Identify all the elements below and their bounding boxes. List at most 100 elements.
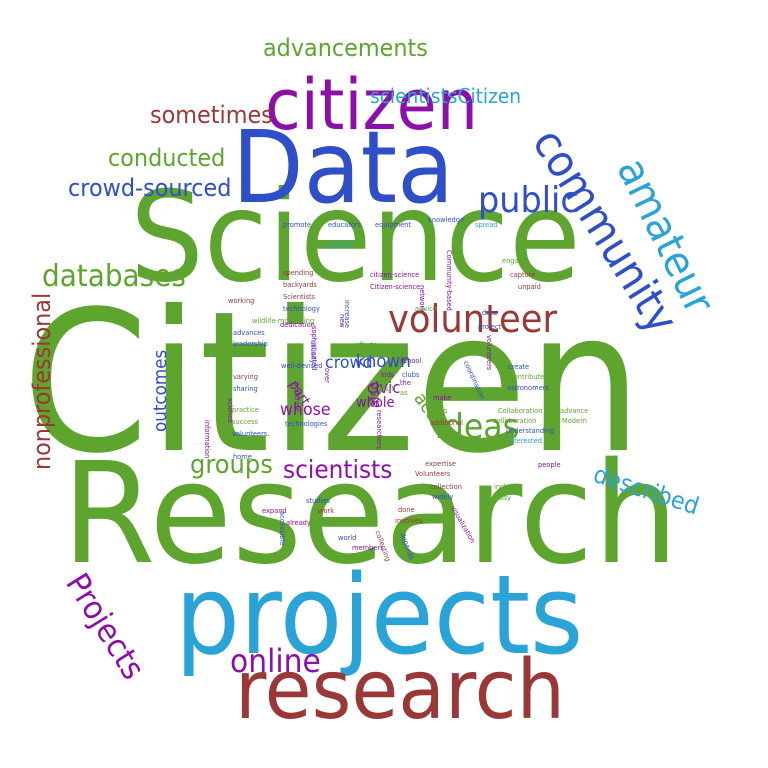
word: conducted <box>108 144 226 172</box>
word: Data <box>232 109 455 226</box>
word: dedication <box>280 321 315 329</box>
word: already <box>286 519 311 527</box>
word: studies <box>306 497 330 505</box>
word: students <box>325 241 354 249</box>
word: include <box>494 483 519 491</box>
word: researchers <box>375 410 383 450</box>
word: spending <box>283 269 314 277</box>
word: citizen-science <box>370 271 420 279</box>
word: volunteers. <box>232 430 270 438</box>
word: involves <box>395 517 423 525</box>
word: expand <box>262 507 287 515</box>
word: practice <box>232 406 259 414</box>
word: nonprofessional <box>28 292 56 470</box>
word: astronomers <box>507 384 549 392</box>
word: world <box>338 534 357 542</box>
word: educators <box>328 221 362 229</box>
word: sharing <box>233 385 258 393</box>
word: Community-based <box>445 250 453 311</box>
word: expertise <box>425 460 456 468</box>
word: people <box>538 461 561 469</box>
word: accessible <box>278 511 286 546</box>
word: Research <box>62 433 679 596</box>
word: kids <box>381 371 395 379</box>
word: research <box>235 643 565 738</box>
word: volunteers <box>485 335 493 371</box>
word: outcomes <box>150 349 171 432</box>
word: contribute <box>510 373 545 381</box>
word: scientists <box>283 455 393 484</box>
word: also <box>367 381 383 408</box>
word: Citizen-science <box>370 283 421 291</box>
word: knowledge <box>428 216 465 224</box>
word: generate <box>293 382 301 413</box>
word: information <box>203 420 211 459</box>
word: technologies <box>285 420 328 428</box>
word: databases <box>42 259 186 294</box>
word: Volunteers <box>415 470 451 478</box>
word: advice <box>415 305 437 313</box>
word: Modern <box>562 417 587 425</box>
word: unpaid <box>518 283 541 291</box>
word: make <box>433 394 452 402</box>
word: well-devised <box>281 362 323 370</box>
word: as <box>400 389 408 397</box>
word: additional <box>430 419 464 427</box>
word: success <box>232 418 259 426</box>
word: work <box>318 507 335 515</box>
word: advance <box>560 407 589 415</box>
word: collaboration <box>493 417 537 425</box>
word: whose <box>280 400 331 420</box>
word: new <box>338 314 346 328</box>
word: wildlife-monitoring <box>252 317 315 325</box>
word: groups <box>190 450 273 480</box>
word: done <box>398 506 415 514</box>
word: scientistsCitizen <box>370 84 522 108</box>
word: levels <box>428 407 448 415</box>
word: capture <box>510 271 536 279</box>
word: over <box>323 368 331 383</box>
word: the <box>400 379 411 387</box>
word: leadership <box>233 340 268 348</box>
word: collection <box>430 483 462 491</box>
word: project <box>478 323 502 331</box>
word: advancements <box>263 34 428 62</box>
word: clubs <box>402 371 420 379</box>
word: technology <box>283 305 320 313</box>
word: projects <box>175 551 584 679</box>
word: public <box>478 180 579 221</box>
word: promote <box>283 221 312 229</box>
word: spread <box>475 221 498 229</box>
word: Citizen <box>22 269 643 496</box>
word: create <box>508 363 530 371</box>
word: Collaboration <box>498 407 543 415</box>
word: high <box>381 385 396 393</box>
word: varying <box>233 373 258 381</box>
word: online <box>230 642 321 680</box>
word: home <box>233 453 252 461</box>
word: citizen <box>265 64 478 146</box>
word: Scientists <box>283 293 316 301</box>
word: Science <box>130 165 581 310</box>
word: members <box>352 544 384 552</box>
word: crowd <box>325 353 373 373</box>
word: ideas <box>435 407 520 447</box>
word: known <box>356 351 411 372</box>
word: civic <box>367 378 401 397</box>
word: sometimes <box>150 101 273 129</box>
word: efforts <box>355 341 377 349</box>
word: advances <box>233 329 265 337</box>
word: data <box>482 309 497 317</box>
word: volunteer <box>388 297 558 341</box>
word: crowd-sourced <box>68 174 232 202</box>
word: Interested <box>508 437 542 445</box>
word: school <box>400 357 422 365</box>
word: widely <box>432 493 454 501</box>
word: usually <box>309 340 317 364</box>
word: backyards <box>283 281 317 289</box>
word: equipment <box>375 221 411 229</box>
word: working <box>228 297 255 305</box>
word: today <box>492 494 511 502</box>
word: whole <box>356 395 395 411</box>
